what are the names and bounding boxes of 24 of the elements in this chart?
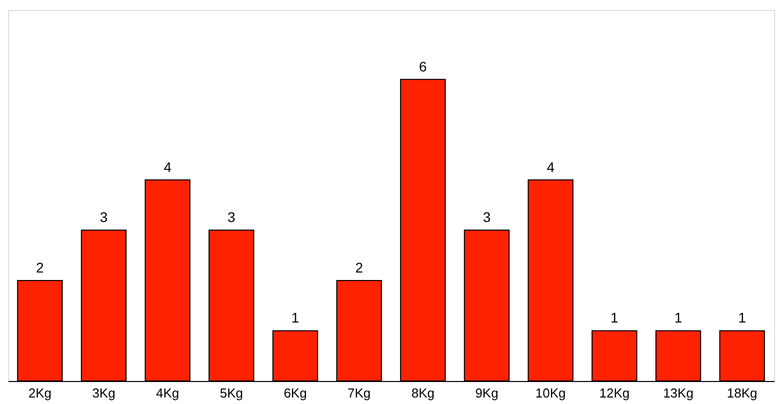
data-label: 4 xyxy=(164,158,172,175)
data-label: 1 xyxy=(674,310,682,326)
data-label: 3 xyxy=(482,209,491,226)
data-label: 3 xyxy=(228,209,236,226)
data-label: 2 xyxy=(36,259,44,276)
x-tick-label: 18Kg xyxy=(726,386,758,400)
x-tick-label: 4Kg xyxy=(156,386,180,400)
data-label: 3 xyxy=(100,209,108,226)
x-tick-label: 13Kg xyxy=(663,386,694,400)
data-label: 6 xyxy=(419,58,428,74)
x-tick-label: 10Kg xyxy=(535,386,566,400)
data-label: 2 xyxy=(355,259,364,276)
data-label: 1 xyxy=(291,310,300,326)
x-tick-label: 6Kg xyxy=(284,386,307,400)
data-label: 4 xyxy=(546,158,555,175)
data-label: 1 xyxy=(610,310,619,326)
x-tick-label: 5Kg xyxy=(220,386,243,400)
x-tick-label: 9Kg xyxy=(475,386,498,400)
x-tick-label: 2Kg xyxy=(28,386,52,400)
x-tick-label: 8Kg xyxy=(411,386,434,400)
x-tick-label: 7Kg xyxy=(348,386,371,400)
x-tick-label: 3Kg xyxy=(92,386,116,400)
data-label: 1 xyxy=(738,310,746,326)
x-tick-label: 12Kg xyxy=(599,386,630,400)
